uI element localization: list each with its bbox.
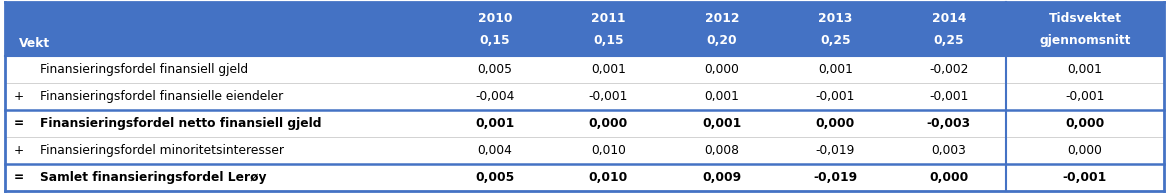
Text: 0,25: 0,25 [934,34,964,47]
Text: 0,005: 0,005 [475,171,514,184]
Text: -0,001: -0,001 [816,90,855,103]
Text: 0,000: 0,000 [705,63,739,76]
Bar [5,2,1164,56]
Text: 0,005: 0,005 [477,63,512,76]
Text: =: = [14,117,25,130]
Text: gjennomsnitt: gjennomsnitt [1039,34,1130,47]
Text: -0,001: -0,001 [1065,90,1105,103]
Text: 0,20: 0,20 [706,34,738,47]
Text: 2010: 2010 [477,12,512,25]
Bar [5,137,1164,164]
Text: 0,010: 0,010 [589,171,628,184]
Text: -0,019: -0,019 [814,171,857,184]
Text: =: = [14,171,25,184]
Text: 0,001: 0,001 [818,63,853,76]
Text: 0,25: 0,25 [819,34,851,47]
Bar [5,110,1164,137]
Text: 2012: 2012 [705,12,739,25]
Text: 0,15: 0,15 [479,34,510,47]
Text: +: + [14,90,25,103]
Text: -0,001: -0,001 [589,90,628,103]
Text: -0,002: -0,002 [929,63,969,76]
Text: 2013: 2013 [818,12,852,25]
Text: 0,000: 0,000 [1065,117,1105,130]
Text: Finansieringsfordel minoritetsinteresser: Finansieringsfordel minoritetsinteresser [40,144,284,157]
Text: 0,008: 0,008 [705,144,739,157]
Text: 0,15: 0,15 [593,34,623,47]
Text: 0,001: 0,001 [590,63,625,76]
Text: 0,000: 0,000 [589,117,628,130]
Text: 0,001: 0,001 [705,90,739,103]
Text: 2011: 2011 [592,12,625,25]
Text: -0,003: -0,003 [927,117,971,130]
Text: -0,004: -0,004 [475,90,514,103]
Text: 0,003: 0,003 [932,144,967,157]
Text: -0,001: -0,001 [1063,171,1107,184]
Text: 0,009: 0,009 [703,171,741,184]
Text: 2014: 2014 [932,12,966,25]
Text: Finansieringsfordel finansielle eiendeler: Finansieringsfordel finansielle eiendele… [40,90,283,103]
Text: Samlet finansieringsfordel Lerøy: Samlet finansieringsfordel Lerøy [40,171,267,184]
Text: 0,010: 0,010 [590,144,625,157]
Bar [5,56,1164,83]
Text: -0,019: -0,019 [816,144,855,157]
Text: 0,004: 0,004 [477,144,512,157]
Bar [5,164,1164,191]
Text: +: + [14,144,25,157]
Text: -0,001: -0,001 [929,90,969,103]
Text: Vekt: Vekt [19,37,50,51]
Text: Tidsvektet: Tidsvektet [1049,12,1121,25]
Text: 0,000: 0,000 [816,117,855,130]
Text: 0,001: 0,001 [1067,63,1102,76]
Text: 0,001: 0,001 [475,117,514,130]
Text: 0,000: 0,000 [1067,144,1102,157]
Text: 0,001: 0,001 [703,117,741,130]
Text: 0,000: 0,000 [929,171,968,184]
Text: Finansieringsfordel finansiell gjeld: Finansieringsfordel finansiell gjeld [40,63,248,76]
Bar [5,83,1164,110]
Text: Finansieringsfordel netto finansiell gjeld: Finansieringsfordel netto finansiell gje… [40,117,321,130]
